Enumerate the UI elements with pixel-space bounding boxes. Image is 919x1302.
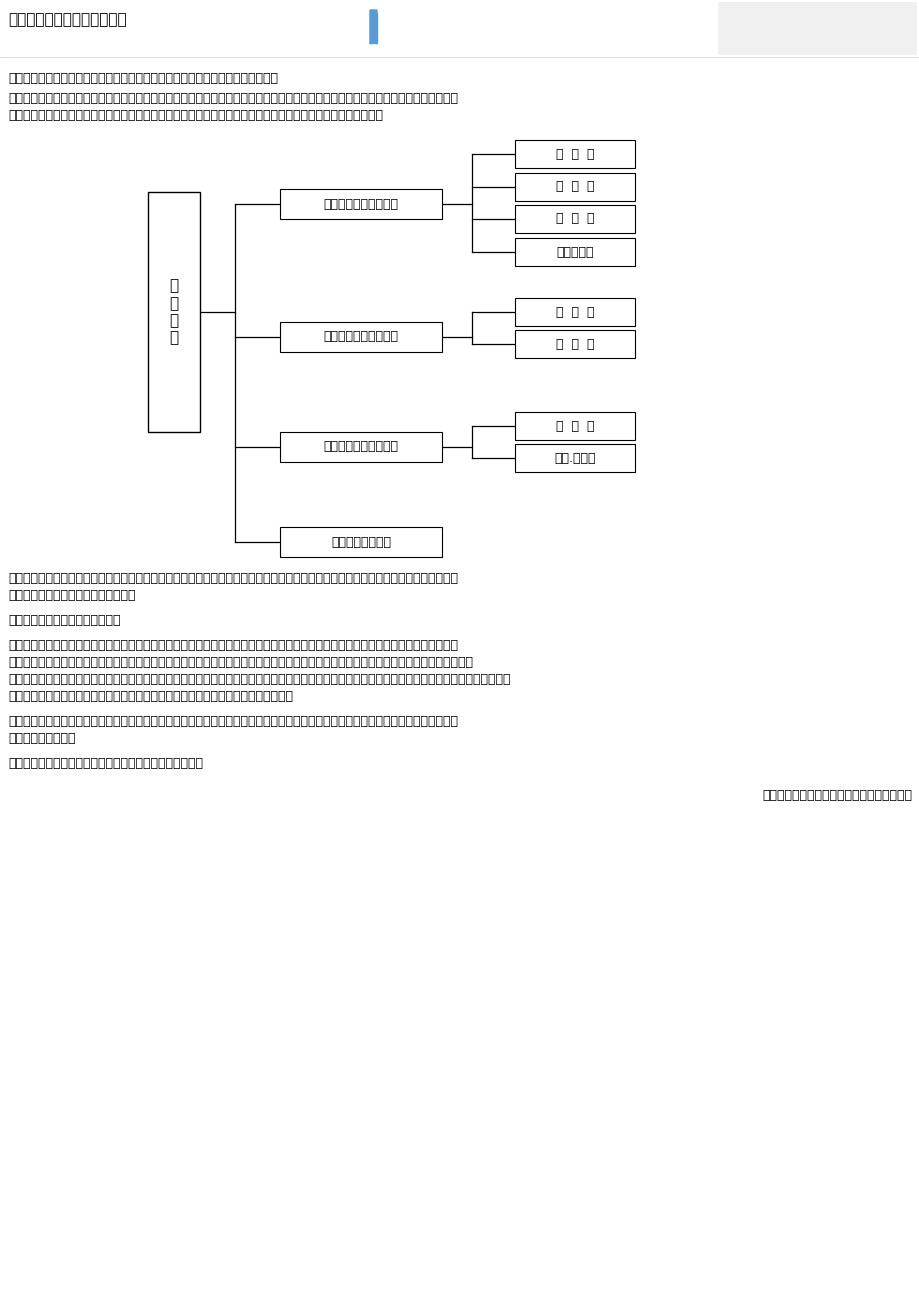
FancyBboxPatch shape <box>515 411 634 440</box>
FancyBboxPatch shape <box>515 141 634 168</box>
Text: 读书指导法: 读书指导法 <box>556 246 593 259</box>
FancyBboxPatch shape <box>148 191 199 432</box>
Text: 练  习  法: 练 习 法 <box>555 419 594 432</box>
Bar <box>717 3 915 53</box>
Text: 演  示  法: 演 示 法 <box>555 306 594 319</box>
FancyBboxPatch shape <box>515 204 634 233</box>
Text: 实验.实习法: 实验.实习法 <box>553 452 596 465</box>
FancyBboxPatch shape <box>515 329 634 358</box>
Text: 《中学教育学》，班华主编，人民教育出版社: 《中学教育学》，班华主编，人民教育出版社 <box>761 789 911 802</box>
FancyBboxPatch shape <box>515 298 634 326</box>
Text: 这样的划分便于中小学教师接受。: 这样的划分便于中小学教师接受。 <box>8 615 120 628</box>
FancyBboxPatch shape <box>279 432 441 462</box>
Text: 讨  论  法: 讨 论 法 <box>555 212 594 225</box>
Text: 以陶沶为主的方法: 以陶沶为主的方法 <box>331 535 391 548</box>
Text: 接知觉为主的方法；以实际训练为主的方法和以陶沶为主的方法。每一大类又可分出若干具体方法，如下图所示：: 接知觉为主的方法；以实际训练为主的方法和以陶沶为主的方法。每一大类又可分出若干具… <box>8 109 382 122</box>
Text: 以直接知觉为主的方法: 以直接知觉为主的方法 <box>323 331 398 344</box>
Bar <box>369 13 377 33</box>
Text: 生和教学的具体情况选择不同的教学方法。巴班斯基还提出了教学方法最优化的问题。: 生和教学的具体情况选择不同的教学方法。巴班斯基还提出了教学方法最优化的问题。 <box>8 690 292 703</box>
Text: 教
学
方
法: 教 学 方 法 <box>169 279 178 345</box>
FancyBboxPatch shape <box>279 322 441 352</box>
Text: 以语言传递为主的方法: 以语言传递为主的方法 <box>323 198 398 211</box>
FancyBboxPatch shape <box>279 189 441 219</box>
Polygon shape <box>369 10 377 44</box>
Bar <box>369 33 377 43</box>
Text: 以实际训练为主的方法: 以实际训练为主的方法 <box>323 440 398 453</box>
Text: 学方法的有机联系，有的学者甚至强调教学方法的整体效果，互补效应；重视教学活动的内部因素，如学生的认识活动、实践活动，教师、学: 学方法的有机联系，有的学者甚至强调教学方法的整体效果，互补效应；重视教学活动的内… <box>8 656 472 669</box>
Text: 参  观  法: 参 观 法 <box>555 337 594 350</box>
FancyBboxPatch shape <box>279 527 441 557</box>
Text: 动关系重视不足等。: 动关系重视不足等。 <box>8 732 75 745</box>
Text: 教学方法究竟应如何分类，我们认为仍是需要探讨的问题。: 教学方法究竟应如何分类，我们认为仍是需要探讨的问题。 <box>8 756 203 769</box>
Text: 对教学方法的分类，尽管标准不同，但有些共同的优点。例如：重视分类标准的确立；力图使分类法立于科学性的基础之上；重视不同教: 对教学方法的分类，尽管标准不同，但有些共同的优点。例如：重视分类标准的确立；力图… <box>8 639 458 652</box>
Text: 对各种教学方法如何分类，国内学者们有许多不同见解。这里主要介绍以下两种。: 对各种教学方法如何分类，国内学者们有许多不同见解。这里主要介绍以下两种。 <box>8 72 278 85</box>
Text: 各种分类也存在一些不足。例如：某些分类系统性还不够；有的分类对教学的社会化因素重视不够；有的分类对教师的影响、师生间的互: 各种分类也存在一些不足。例如：某些分类系统性还不够；有的分类对教学的社会化因素重… <box>8 715 458 728</box>
Text: 观法、实习作业法、讨论法、研究法。: 观法、实习作业法、讨论法、研究法。 <box>8 589 135 602</box>
FancyBboxPatch shape <box>515 173 634 201</box>
Text: 王道俈、王汉澜主编《教育学》（新编本）把中小学常用的教学方法分为以下几类：讲授法、谈话法、读书指导法、练习法、演示法、参: 王道俈、王汉澜主编《教育学》（新编本）把中小学常用的教学方法分为以下几类：讲授法… <box>8 572 458 585</box>
FancyBboxPatch shape <box>515 444 634 473</box>
Text: 国内关于教学方法分类的主张: 国内关于教学方法分类的主张 <box>8 12 127 27</box>
FancyBboxPatch shape <box>515 238 634 266</box>
Text: 谈  话  法: 谈 话 法 <box>555 181 594 194</box>
Text: 生的活动及相互作用以及他们间的相互作用；重视教学方法的选择。各种教学方法分类都承认，没有一种万能的教学方法，而应根据教学任务、教师、学: 生的活动及相互作用以及他们间的相互作用；重视教学方法的选择。各种教学方法分类都承… <box>8 673 510 686</box>
Text: 讲  授  法: 讲 授 法 <box>555 147 594 160</box>
Text: 南京师范大学教育系编《教育学》认为，教学方法可以就学生认识活动的不同形态为依据，分为四大类：即以语言传递为主的方法；以直: 南京师范大学教育系编《教育学》认为，教学方法可以就学生认识活动的不同形态为依据，… <box>8 92 458 105</box>
